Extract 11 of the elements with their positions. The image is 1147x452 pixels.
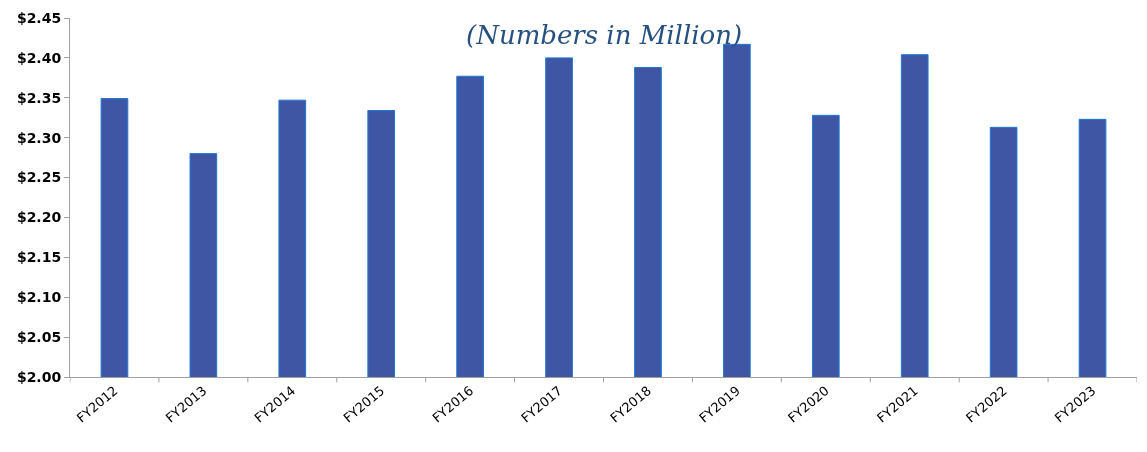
chart-title: (Numbers in Million): [466, 20, 743, 50]
y-tick-label: $2.25: [16, 169, 62, 186]
y-tick-label: $2.40: [16, 49, 62, 66]
y-tick-label: $2.05: [16, 329, 62, 346]
y-tick-label: $2.45: [16, 9, 62, 26]
y-tick-label: $2.00: [16, 368, 62, 385]
y-tick-label: $2.35: [16, 89, 62, 106]
y-tick-label: $2.30: [16, 129, 62, 146]
y-tick-label: $2.15: [16, 249, 62, 266]
y-tick-label: $2.20: [16, 209, 62, 226]
y-tick-label: $2.10: [16, 289, 62, 306]
